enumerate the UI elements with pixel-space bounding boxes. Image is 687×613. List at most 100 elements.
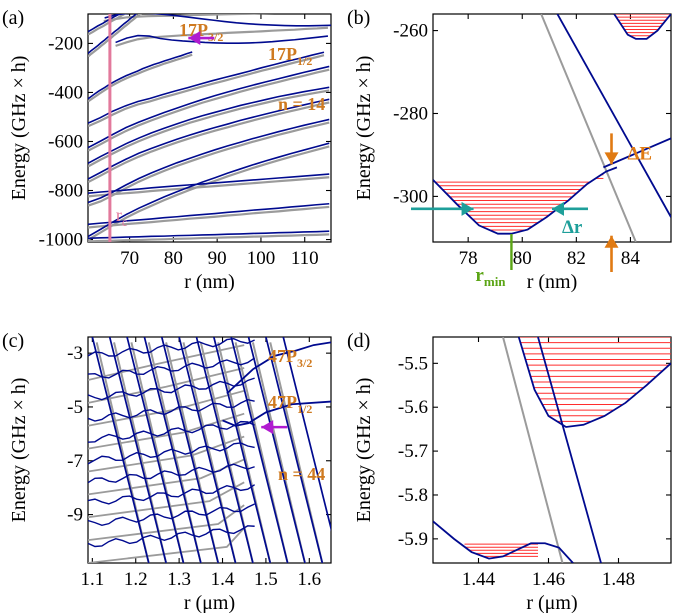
panel-label: (b) — [347, 7, 370, 29]
series-line-gray — [88, 367, 245, 404]
series-line-blue — [265, 337, 324, 563]
series-line-blue — [603, 137, 671, 169]
x-tick-label: 90 — [208, 248, 227, 269]
x-tick-label: 100 — [247, 248, 276, 269]
series-line-gray — [88, 121, 330, 207]
label-47p12-sub: 1/2 — [297, 402, 312, 416]
series-line-blue — [88, 230, 330, 240]
series-line-blue — [88, 142, 330, 238]
x-tick-label: 82 — [567, 248, 586, 269]
y-tick-label: -5.9 — [398, 529, 428, 550]
series-line-blue — [88, 51, 325, 124]
plot-frame — [87, 336, 332, 564]
series-line-blue — [91, 337, 150, 563]
label-17p32: 17P3/2 — [179, 20, 223, 44]
delta-e-label: ΔE — [628, 143, 653, 164]
p12-curve — [222, 400, 331, 427]
upper-well-curve — [613, 14, 671, 40]
panel-label: (d) — [347, 330, 370, 352]
plot-area — [433, 337, 671, 563]
panel-c: 1.1 1.2 1.3 1.4 1.5 1.6 -9 -7 -5 -3 r (μm) Energy (… — [2, 330, 332, 613]
series-line-blue — [282, 337, 331, 532]
panel-label: (a) — [2, 7, 24, 29]
rmin-label: rmin — [475, 265, 506, 289]
series-line-blue — [88, 14, 138, 55]
label-47p32-main: 47P — [268, 346, 297, 366]
series-line-blue — [115, 34, 329, 44]
series-line-blue — [88, 14, 121, 33]
x-tick-label: 1.46 — [532, 569, 565, 590]
label-47p12: 47P1/2 — [268, 392, 312, 416]
y-tick-label: -5.8 — [398, 485, 428, 506]
delta-e-arrow-bottom-head — [604, 235, 619, 248]
plot-frame — [432, 13, 672, 243]
x-tick-label: 80 — [164, 248, 183, 269]
y-tick-label: -200 — [48, 33, 83, 54]
label-47p12-main: 47P — [268, 392, 297, 412]
y-tick-label: -5.5 — [398, 353, 428, 374]
potential-well-curve — [433, 166, 618, 235]
series-line-blue — [108, 337, 167, 563]
series-line-blue — [88, 118, 330, 204]
label-n44: n = 44 — [278, 464, 325, 484]
series-line-gray — [88, 205, 330, 229]
y-tick-label: -800 — [48, 181, 83, 202]
series-line-blue — [88, 65, 330, 149]
x-tick-label: 1.6 — [297, 569, 321, 590]
series-line-blue — [88, 442, 255, 465]
y-tick-label: -260 — [393, 21, 428, 42]
delta-r-arrow-left-head — [461, 201, 474, 216]
plot-area — [88, 14, 331, 242]
x-tick-label: 1.44 — [462, 569, 496, 590]
series-line-blue — [88, 525, 255, 548]
series-line-gray — [502, 337, 564, 563]
series-line-gray — [88, 435, 245, 473]
series-line-gray — [115, 26, 329, 47]
rc-label-main: r — [116, 205, 122, 225]
y-tick-label: -300 — [393, 186, 428, 207]
series-line-gray — [88, 68, 330, 152]
series-line-blue — [88, 484, 256, 505]
series-line-blue — [178, 337, 237, 563]
series-line-blue — [88, 463, 255, 484]
series-line-blue — [213, 337, 272, 563]
series-line-blue — [247, 337, 306, 563]
delta-e-arrow-top-head — [604, 152, 619, 165]
label-17p32-main: 17P — [179, 20, 208, 40]
x-axis-label: r (μm) — [184, 592, 235, 613]
x-tick-label: 1.48 — [602, 569, 635, 590]
label-47p32: 47P3/2 — [268, 346, 312, 370]
series-line-blue — [88, 377, 255, 401]
series-line-blue — [88, 98, 330, 180]
series-line-blue — [88, 51, 193, 100]
p32-curve — [226, 341, 331, 395]
x-tick-label: 1.3 — [167, 569, 191, 590]
series-line-blue — [88, 173, 330, 195]
rmin-label-sub: min — [484, 274, 506, 289]
series-line-blue — [104, 14, 331, 27]
purple-arrow-head — [261, 420, 274, 435]
x-tick-label: 1.4 — [211, 569, 235, 590]
series-line-gray — [540, 14, 637, 242]
x-tick-label: 78 — [459, 248, 478, 269]
series-line-blue — [88, 337, 255, 357]
series-line-gray — [88, 176, 330, 198]
series-line-gray — [88, 54, 325, 128]
x-tick-label: 80 — [513, 248, 532, 269]
y-tick-label: -9 — [67, 505, 83, 526]
series-line-gray — [88, 14, 127, 36]
y-tick-label: -400 — [48, 82, 83, 103]
rc-label-sub: c — [122, 215, 127, 229]
y-axis-label: Energy (GHz × h) — [8, 56, 30, 201]
y-axis-label: Energy (GHz × h) — [353, 378, 375, 523]
series-line-blue — [88, 357, 256, 379]
delta-r-label: Δr — [562, 217, 583, 238]
y-tick-label: -5.7 — [398, 441, 428, 462]
label-17p12-sub: 1/2 — [297, 54, 312, 68]
plot-area — [88, 337, 331, 563]
series-line-gray — [88, 89, 330, 168]
panel-label: (c) — [2, 330, 24, 352]
series-line-blue — [88, 420, 255, 443]
panel-a: 70 80 90 100 110 -1000 -800 -600 -400 -200 r (nm) E… — [2, 7, 332, 293]
